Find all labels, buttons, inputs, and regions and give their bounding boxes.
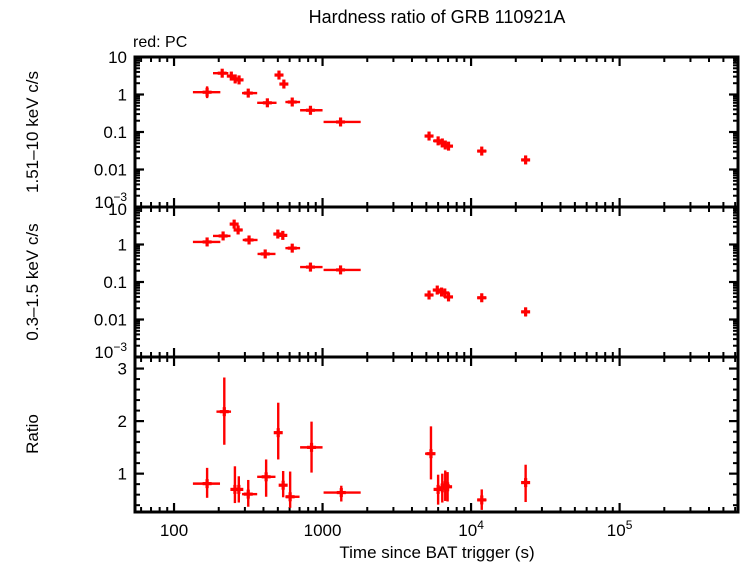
tick-exponent: 5 bbox=[626, 518, 633, 532]
x-tick-label: 105 bbox=[607, 518, 633, 540]
data-point bbox=[323, 265, 361, 275]
data-point bbox=[192, 86, 221, 99]
data-point bbox=[213, 68, 229, 78]
y-tick-label: 1 bbox=[118, 465, 127, 484]
data-point bbox=[234, 75, 244, 85]
y-tick-label: 3 bbox=[118, 360, 127, 379]
data-point bbox=[192, 237, 221, 247]
data-point bbox=[216, 377, 232, 445]
y-tick-label: 0.1 bbox=[103, 123, 127, 142]
y-tick-label: 10 bbox=[108, 48, 127, 67]
y-axis-label-soft-band: 0.3–1.5 keV c/s bbox=[23, 223, 42, 340]
x-tick-label: 100 bbox=[160, 521, 188, 540]
data-point bbox=[521, 307, 531, 317]
data-point bbox=[229, 219, 239, 229]
data-point bbox=[285, 97, 301, 107]
data-point bbox=[444, 141, 454, 151]
data-point bbox=[279, 79, 289, 89]
data-point bbox=[444, 292, 454, 302]
data-point bbox=[477, 293, 487, 303]
data-point bbox=[285, 471, 300, 508]
tick-exponent: −3 bbox=[113, 190, 127, 204]
y-tick-label: 2 bbox=[118, 412, 127, 431]
x-tick-label: 104 bbox=[458, 518, 484, 540]
tick-exponent: −3 bbox=[113, 340, 127, 354]
x-tick-label: 1000 bbox=[304, 521, 342, 540]
data-point bbox=[477, 489, 487, 510]
plot-area: 100 1000 104 1051010.10.0110−31010.10.0110−… bbox=[94, 48, 740, 540]
data-point bbox=[233, 225, 243, 235]
data-point bbox=[300, 262, 323, 272]
x-axis-label: Time since BAT trigger (s) bbox=[339, 543, 534, 562]
data-point bbox=[273, 402, 283, 460]
y-tick-label: 0.1 bbox=[103, 273, 127, 292]
data-point bbox=[424, 131, 434, 141]
y-tick-label: 1 bbox=[118, 86, 127, 105]
data-point bbox=[323, 485, 361, 502]
legend-note: red: PC bbox=[133, 34, 187, 51]
data-point bbox=[192, 467, 221, 498]
data-point bbox=[257, 98, 277, 108]
chart-title: Hardness ratio of GRB 110921A bbox=[309, 7, 566, 27]
data-point bbox=[285, 243, 301, 253]
y-tick-label: 0.01 bbox=[94, 311, 127, 330]
panel-ratio: 1 2 3 bbox=[118, 360, 738, 510]
data-point bbox=[521, 155, 531, 165]
data-point bbox=[300, 421, 323, 473]
data-point bbox=[274, 70, 284, 80]
tick-exponent: 4 bbox=[477, 518, 484, 532]
data-point bbox=[213, 231, 231, 241]
data-point bbox=[234, 476, 244, 503]
y-axis-label-hard-band: 1.51–10 keV c/s bbox=[23, 71, 42, 193]
data-point bbox=[242, 235, 258, 245]
y-tick-label: 0.01 bbox=[94, 161, 127, 180]
data-point bbox=[424, 290, 434, 300]
data-point bbox=[425, 426, 436, 480]
data-point bbox=[300, 105, 323, 115]
data-point bbox=[278, 471, 288, 498]
data-point bbox=[242, 479, 258, 507]
data-point bbox=[477, 146, 487, 156]
data-point bbox=[521, 464, 531, 503]
data-point bbox=[278, 230, 288, 240]
data-point bbox=[242, 88, 258, 98]
y-tick-label: 10 bbox=[108, 200, 127, 219]
y-axis-label-ratio: Ratio bbox=[23, 414, 42, 454]
data-point bbox=[257, 249, 276, 259]
data-point bbox=[257, 459, 276, 497]
y-tick-label: 1 bbox=[118, 236, 127, 255]
data-point bbox=[323, 117, 361, 127]
data-point bbox=[443, 472, 453, 502]
